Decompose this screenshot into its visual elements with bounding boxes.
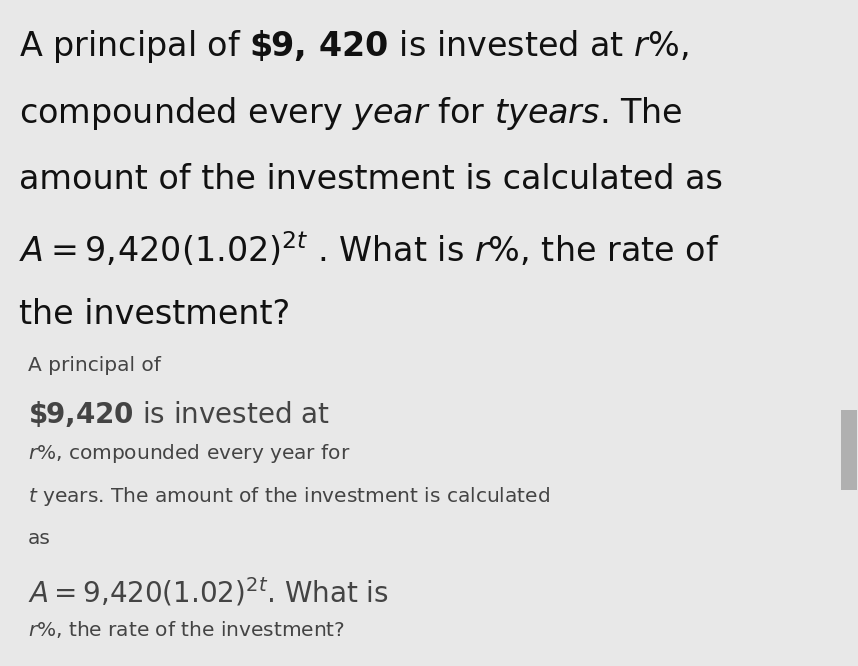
Text: $t$ years. The amount of the investment is calculated: $t$ years. The amount of the investment … [27,486,550,508]
Text: as: as [27,529,51,547]
Text: $A = 9{,}420(1.02)^{2t}$. What is: $A = 9{,}420(1.02)^{2t}$. What is [27,576,389,609]
Text: A principal of $\mathbf{\$9,\, 420}$ is invested at $r\%$,: A principal of $\mathbf{\$9,\, 420}$ is … [19,28,688,65]
Text: compounded every $\mathit{year}$ for $\mathit{tyears}$. The: compounded every $\mathit{year}$ for $\m… [19,95,682,133]
Text: the investment?: the investment? [19,298,290,331]
Text: $\mathbf{\$9{,}420}$ is invested at: $\mathbf{\$9{,}420}$ is invested at [27,399,329,429]
Text: $A = 9,\!420(1.02)^{2t}$ . What is $r\%$, the rate of: $A = 9,\!420(1.02)^{2t}$ . What is $r\%$… [19,230,719,269]
Text: A principal of: A principal of [27,356,160,375]
FancyBboxPatch shape [841,410,857,490]
Text: $r\%$, the rate of the investment?: $r\%$, the rate of the investment? [27,619,345,640]
Text: $r\%$, compounded every year for: $r\%$, compounded every year for [27,442,350,466]
Text: amount of the investment is calculated as: amount of the investment is calculated a… [19,163,722,196]
